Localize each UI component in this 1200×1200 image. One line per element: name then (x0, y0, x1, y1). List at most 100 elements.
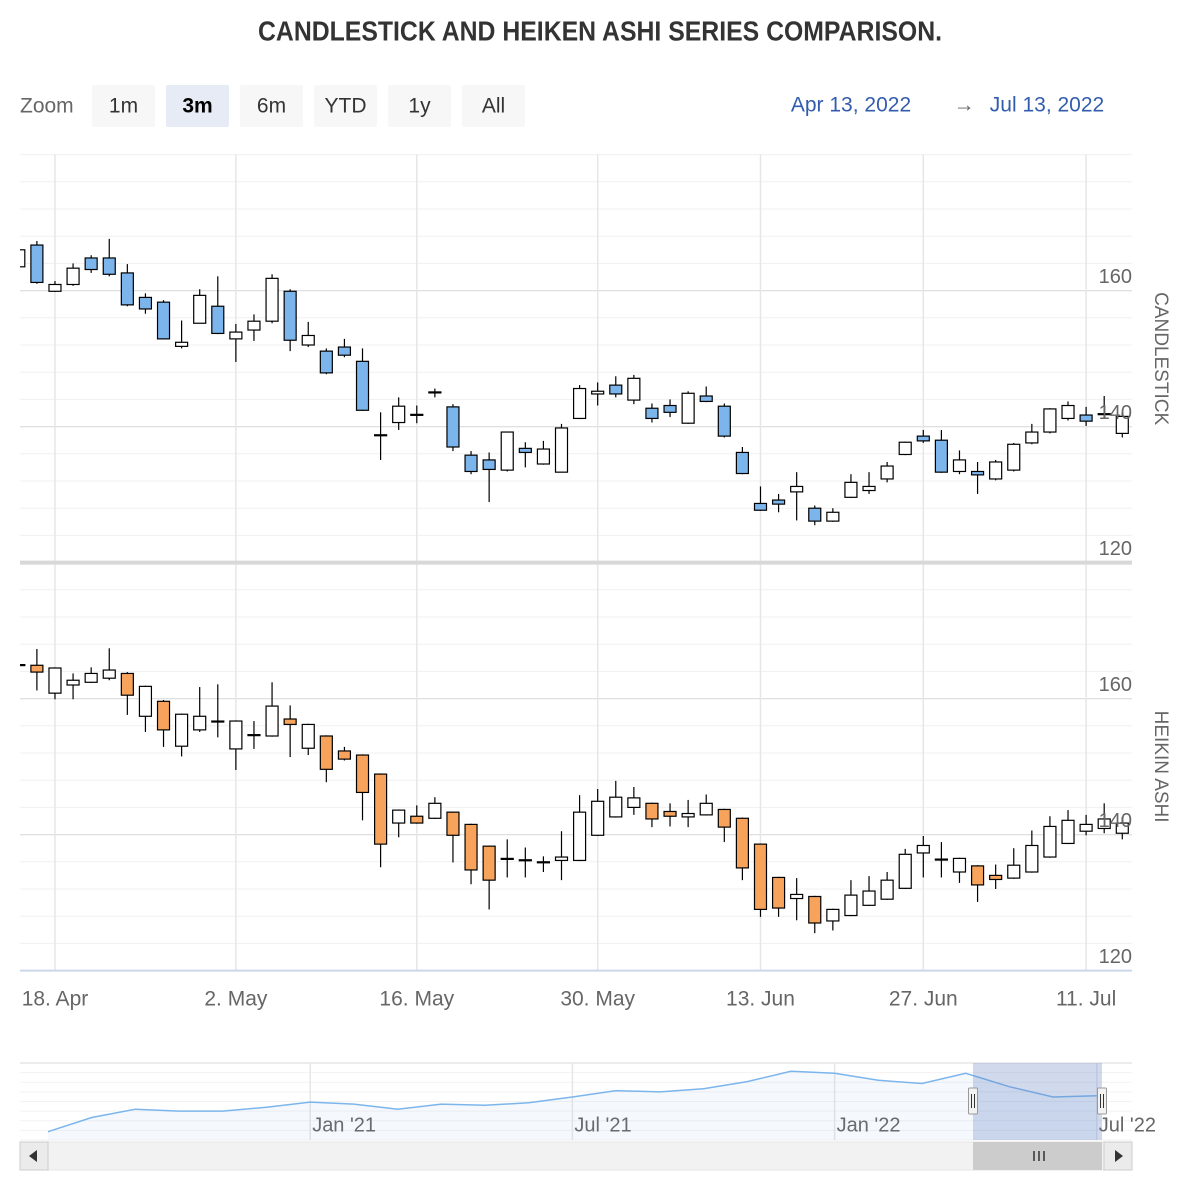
zoom-button[interactable] (240, 85, 303, 127)
candle-body (916, 435, 930, 442)
zoom-button[interactable] (314, 85, 377, 127)
candle-body (735, 817, 750, 869)
candle-body (446, 811, 460, 836)
candle-body (175, 341, 189, 347)
candle-body (1025, 431, 1039, 444)
candle-body (355, 360, 370, 411)
candle-body (446, 406, 460, 448)
candle-body (337, 346, 352, 356)
navigator: Jan '21 Jul '21 Jan '22 Jul '22 (20, 1062, 1156, 1141)
range-from[interactable]: Apr 13, 2022 (791, 94, 911, 117)
zoom-button[interactable] (92, 85, 155, 127)
navigator-x-tick-label: Jul '22 (1099, 1114, 1156, 1136)
candle-body (120, 272, 134, 306)
plot-area (20, 238, 1129, 934)
x-tick-label: 18. Apr (22, 988, 89, 1011)
x-tick-label: 27. Jun (889, 988, 958, 1011)
candle-body (1007, 443, 1021, 471)
candle-body (229, 720, 243, 750)
zoom-button-label[interactable]: YTD (325, 95, 367, 118)
candle-body (862, 485, 876, 492)
candle-body (844, 894, 858, 917)
candle-body (355, 754, 370, 794)
y-tick-label: 160 (1099, 674, 1132, 696)
x-tick-label: 16. May (379, 988, 454, 1011)
zoom-button-label[interactable]: 1y (408, 95, 431, 118)
scrollbar-thumb[interactable] (973, 1142, 1102, 1170)
zoom-button-label[interactable]: 6m (257, 95, 286, 118)
y-tick-label: 140 (1099, 402, 1132, 424)
navigator-x-tick-label: Jan '21 (312, 1114, 376, 1136)
candle-body (591, 800, 605, 836)
candle-body (120, 672, 134, 696)
candle-body (193, 715, 207, 731)
candle-body (609, 384, 623, 395)
candle-body (808, 507, 822, 522)
navigator-handle[interactable] (968, 1087, 978, 1115)
candle-body (591, 390, 605, 395)
candle-body (645, 802, 659, 820)
candle-body (952, 459, 967, 473)
candle-body (898, 441, 912, 456)
candle-body (410, 413, 424, 416)
candle-body (826, 511, 840, 522)
candle-body (753, 843, 768, 910)
range-arrow: → (954, 94, 975, 117)
candle-body (663, 810, 677, 817)
y-tick-label: 120 (1099, 538, 1132, 560)
zoom-button[interactable] (462, 85, 525, 127)
candle-body (554, 856, 569, 862)
zoom-label: Zoom (20, 95, 74, 118)
navigator-handle[interactable] (1097, 1087, 1107, 1115)
candle-body (482, 845, 496, 881)
scrollbar-right-arrow (1115, 1150, 1123, 1162)
candle-body (301, 723, 315, 749)
candle-body (1061, 404, 1075, 420)
candle-body (229, 331, 243, 340)
zoom-button-label[interactable]: 3m (182, 95, 212, 118)
candle-body (880, 465, 894, 480)
candle-body (102, 257, 116, 275)
y-tick-label: 120 (1099, 946, 1132, 968)
candle-body (536, 448, 551, 465)
candle-body (898, 853, 912, 889)
candle-body (464, 823, 478, 871)
candle-body (699, 395, 713, 403)
candle-body (30, 664, 44, 673)
candle-body (337, 750, 352, 760)
candle-body (84, 672, 98, 683)
candle-body (1043, 408, 1057, 433)
candle-body (1025, 844, 1039, 873)
y-tick-label: 160 (1099, 266, 1132, 288)
navigator-mask[interactable] (973, 1063, 1102, 1140)
y-axis-title: HEIKIN ASHI (1150, 711, 1171, 823)
range-to[interactable]: Jul 13, 2022 (990, 94, 1104, 117)
candle-body (771, 876, 786, 909)
candle-body (554, 427, 569, 473)
candle-body (48, 667, 62, 694)
candle-body (536, 861, 551, 864)
navigator-area (48, 1071, 1097, 1140)
candle-body (1007, 864, 1021, 879)
candle-body (428, 802, 442, 819)
scrollbar-track[interactable] (19, 1141, 1133, 1171)
candle-body (717, 808, 731, 828)
zoom-button-label[interactable]: All (482, 95, 505, 118)
zoom-button[interactable] (166, 85, 229, 127)
candle-body (1097, 413, 1111, 416)
candle-body (265, 705, 279, 737)
candle-body (880, 879, 894, 900)
candle-body (609, 796, 623, 818)
candle-body (374, 773, 388, 845)
candle-body (265, 277, 279, 322)
candle-body (319, 350, 333, 374)
candle-body (844, 481, 858, 498)
zoom-button-label[interactable]: 1m (109, 95, 138, 118)
candle-body (138, 296, 153, 310)
zoom-button[interactable] (388, 85, 451, 127)
navigator-x-tick-label: Jul '21 (574, 1114, 631, 1136)
candle-body (790, 485, 804, 493)
candle-body (681, 812, 695, 818)
